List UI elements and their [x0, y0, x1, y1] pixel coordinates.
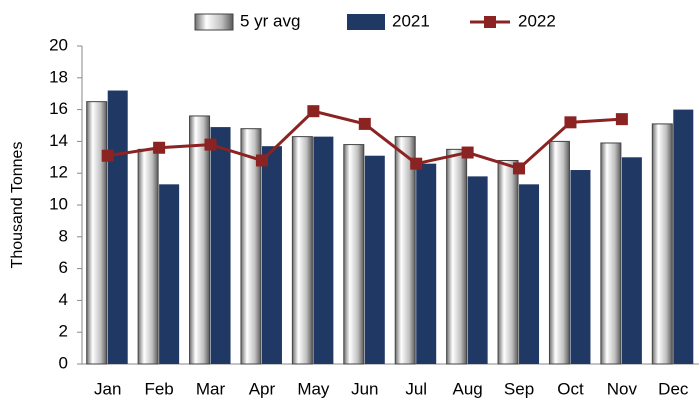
legend-label: 2022 [518, 11, 556, 30]
bar [621, 157, 642, 364]
x-tick-label: Sep [504, 379, 534, 398]
y-tick-label: 6 [59, 258, 68, 277]
bar [416, 163, 437, 364]
bar [291, 136, 313, 365]
line-marker [204, 138, 217, 151]
line-marker [615, 113, 628, 126]
bar [600, 142, 622, 365]
bar [189, 115, 211, 365]
line-marker [358, 117, 371, 130]
legend-label: 2021 [392, 11, 430, 30]
line-marker [513, 162, 526, 175]
x-tick-label: Oct [557, 379, 584, 398]
x-tick-label: Feb [144, 379, 173, 398]
bar [364, 155, 385, 364]
bar [394, 136, 416, 365]
bar [107, 90, 128, 365]
x-tick-label: Dec [658, 379, 689, 398]
legend-marker [484, 16, 496, 28]
legend-swatch [347, 14, 385, 30]
bar [313, 136, 334, 364]
bar [159, 184, 180, 364]
legend-label: 5 yr avg [240, 11, 300, 30]
y-tick-label: 2 [59, 322, 68, 341]
y-tick-label: 0 [59, 353, 68, 372]
line-marker [410, 157, 423, 170]
y-tick-label: 12 [49, 163, 68, 182]
bar [673, 109, 694, 364]
x-tick-label: Jun [351, 379, 378, 398]
x-tick-label: Mar [196, 379, 226, 398]
line-marker [255, 154, 268, 167]
y-tick-label: 8 [59, 226, 68, 245]
y-tick-label: 4 [59, 290, 68, 309]
x-tick-label: Aug [453, 379, 483, 398]
y-tick-label: 14 [49, 131, 68, 150]
y-tick-label: 20 [49, 35, 68, 54]
line-marker [101, 149, 114, 162]
y-tick-label: 10 [49, 194, 68, 213]
y-tick-label: 18 [49, 67, 68, 86]
bar [467, 176, 488, 364]
bar [210, 127, 231, 364]
bar [261, 146, 282, 364]
line-marker [461, 146, 474, 159]
x-tick-label: Apr [249, 379, 276, 398]
bar [446, 148, 468, 365]
y-tick-label: 16 [49, 99, 68, 118]
y-axis-title: Thousand Tonnes [9, 142, 26, 269]
legend-swatch [194, 13, 234, 31]
bar [86, 101, 108, 365]
x-tick-label: May [297, 379, 330, 398]
x-tick-label: Nov [607, 379, 638, 398]
bar [343, 144, 365, 365]
bar [651, 123, 673, 365]
line-marker [564, 116, 577, 129]
bar [570, 170, 591, 364]
line-marker [307, 105, 320, 118]
line-marker [153, 141, 166, 154]
bar [548, 140, 570, 365]
x-tick-label: Jan [94, 379, 121, 398]
x-tick-label: Jul [405, 379, 427, 398]
bar [497, 159, 519, 365]
bar [240, 128, 262, 365]
bar [137, 148, 159, 365]
bar [519, 184, 540, 364]
